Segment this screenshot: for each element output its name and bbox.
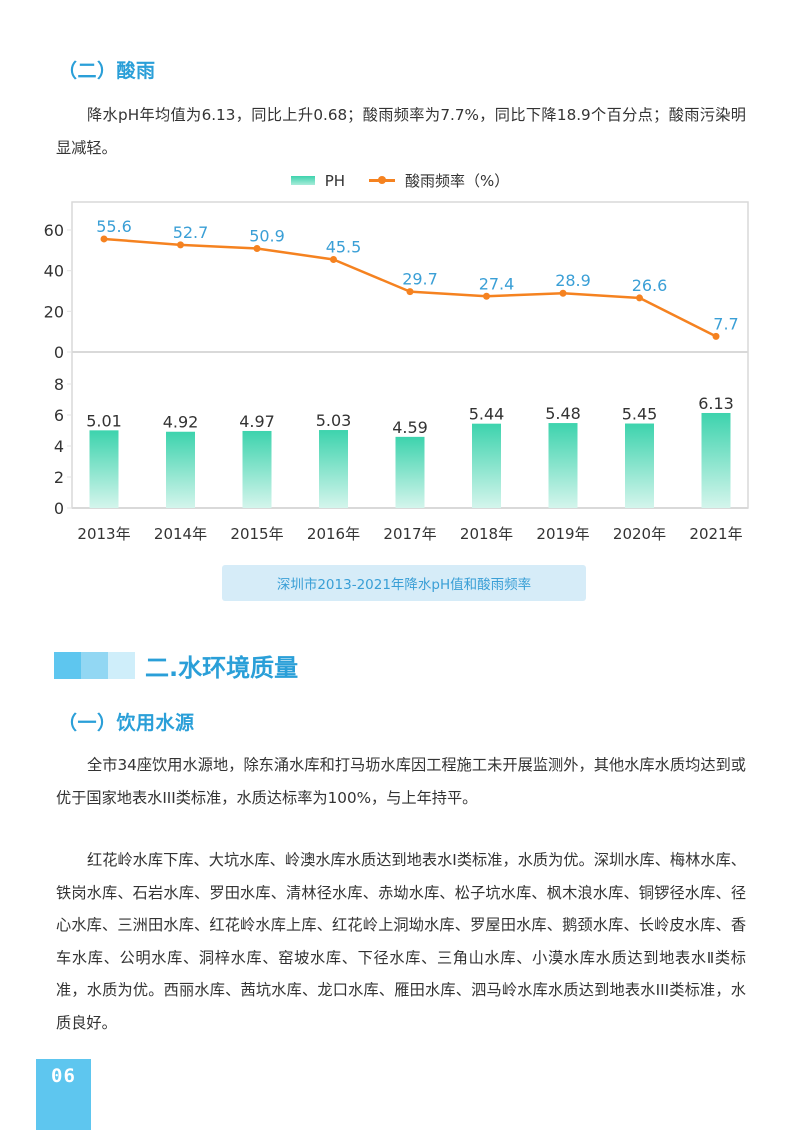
x-axis-tick-label: 2016年 bbox=[307, 525, 360, 543]
ph-bar bbox=[319, 430, 348, 508]
x-axis-tick-label: 2013年 bbox=[77, 525, 130, 543]
acid-rain-point bbox=[406, 288, 414, 296]
ph-bar-label: 5.45 bbox=[622, 405, 658, 424]
acid-rain-point bbox=[330, 255, 337, 263]
ph-bar-label: 5.01 bbox=[86, 411, 122, 430]
acid-rain-label: 7.7 bbox=[713, 314, 738, 333]
title-decor-block bbox=[108, 652, 135, 679]
water-section-title-text: 二.水环境质量 bbox=[145, 654, 299, 682]
x-axis-tick-label: 2018年 bbox=[460, 525, 513, 543]
x-axis-tick-label: 2014年 bbox=[154, 525, 207, 543]
bottom-axis-tick-label: 8 bbox=[54, 375, 64, 394]
bottom-axis-tick-label: 4 bbox=[54, 437, 64, 456]
ph-bar bbox=[395, 436, 425, 508]
title-decor-block bbox=[54, 652, 81, 679]
acid-rain-label: 27.4 bbox=[479, 274, 515, 293]
acid-rain-legend-swatch bbox=[369, 176, 396, 184]
ph-bar bbox=[625, 423, 654, 508]
ph-bar-label: 4.59 bbox=[392, 418, 428, 437]
acid-rain-label: 26.6 bbox=[632, 276, 668, 295]
ph-bar-label: 5.44 bbox=[469, 405, 505, 424]
top-axis-tick-label: 0 bbox=[54, 343, 64, 362]
chart-caption: 深圳市2013-2021年降水pH值和酸雨频率 bbox=[222, 565, 586, 601]
acid-rain-label: 29.7 bbox=[402, 270, 438, 289]
bottom-axis-tick-label: 2 bbox=[54, 468, 64, 487]
ph-bar bbox=[472, 423, 501, 508]
acid-rain-point bbox=[636, 294, 643, 302]
drinking-water-paragraph-2: 红花岭水库下库、大坑水库、岭澳水库水质达到地表水Ⅰ类标准，水质为优。深圳水库、梅… bbox=[56, 851, 746, 1032]
ph-bar-label: 5.48 bbox=[545, 404, 581, 423]
ph-bar-label: 6.13 bbox=[698, 394, 734, 413]
ph-legend-swatch bbox=[290, 176, 315, 185]
acid-rain-label: 50.9 bbox=[249, 227, 285, 246]
legend-label-ph: PH bbox=[324, 171, 346, 190]
top-axis-tick-label: 20 bbox=[44, 302, 64, 321]
title-decor-block bbox=[81, 652, 108, 679]
ph-bar bbox=[166, 431, 195, 508]
acid-rain-point bbox=[712, 332, 720, 340]
legend-label-acid-rain: 酸雨频率（%） bbox=[405, 172, 510, 190]
acid-rain-label: 45.5 bbox=[326, 237, 362, 256]
x-axis-tick-label: 2017年 bbox=[383, 525, 436, 543]
ph-bar bbox=[242, 430, 272, 508]
ph-bar bbox=[701, 412, 731, 508]
bottom-axis-tick-label: 0 bbox=[54, 499, 64, 518]
acid-rain-label: 55.6 bbox=[96, 217, 132, 236]
drinking-water-heading: （一）饮用水源 bbox=[58, 712, 195, 734]
acid-rain-point bbox=[253, 245, 261, 253]
ph-bar-label: 4.92 bbox=[163, 413, 199, 432]
bottom-axis-tick-label: 6 bbox=[54, 406, 64, 425]
acid-rain-label: 52.7 bbox=[173, 223, 209, 242]
chart-legend: PH 酸雨频率（%） bbox=[0, 170, 800, 191]
x-axis-tick-label: 2019年 bbox=[536, 525, 589, 543]
acid-rain-point bbox=[559, 289, 567, 297]
ph-bar bbox=[89, 430, 119, 508]
drinking-water-paragraph-1: 全市34座饮用水源地，除东涌水库和打马坜水库因工程施工未开展监测外，其他水库水质… bbox=[56, 756, 746, 807]
ph-bar-label: 5.03 bbox=[316, 411, 352, 430]
page-number: 06 bbox=[36, 1059, 91, 1130]
x-axis-tick-label: 2015年 bbox=[230, 525, 283, 543]
acid-rain-paragraph: 降水pH年均值为6.13，同比上升0.68；酸雨频率为7.7%，同比下降18.9… bbox=[56, 106, 746, 157]
x-axis-tick-label: 2021年 bbox=[689, 525, 742, 543]
ph-acid-rain-chart: 0 20 40 60 0 2 4 6 8 2013年 2014年 2015年 2016年 2017年 201… bbox=[44, 201, 749, 543]
x-axis-tick-label: 2020年 bbox=[613, 525, 666, 543]
acid-rain-point bbox=[483, 292, 490, 300]
top-axis-tick-label: 40 bbox=[44, 262, 64, 281]
ph-bar-label: 4.97 bbox=[239, 412, 275, 431]
acid-rain-label: 28.9 bbox=[555, 271, 591, 290]
acid-rain-point bbox=[100, 235, 108, 243]
water-section-title: 二.水环境质量 bbox=[54, 648, 298, 683]
top-axis-tick-label: 60 bbox=[44, 221, 64, 240]
acid-rain-point bbox=[177, 241, 184, 249]
acid-rain-heading: （二）酸雨 bbox=[58, 60, 156, 82]
ph-bar bbox=[548, 423, 578, 508]
